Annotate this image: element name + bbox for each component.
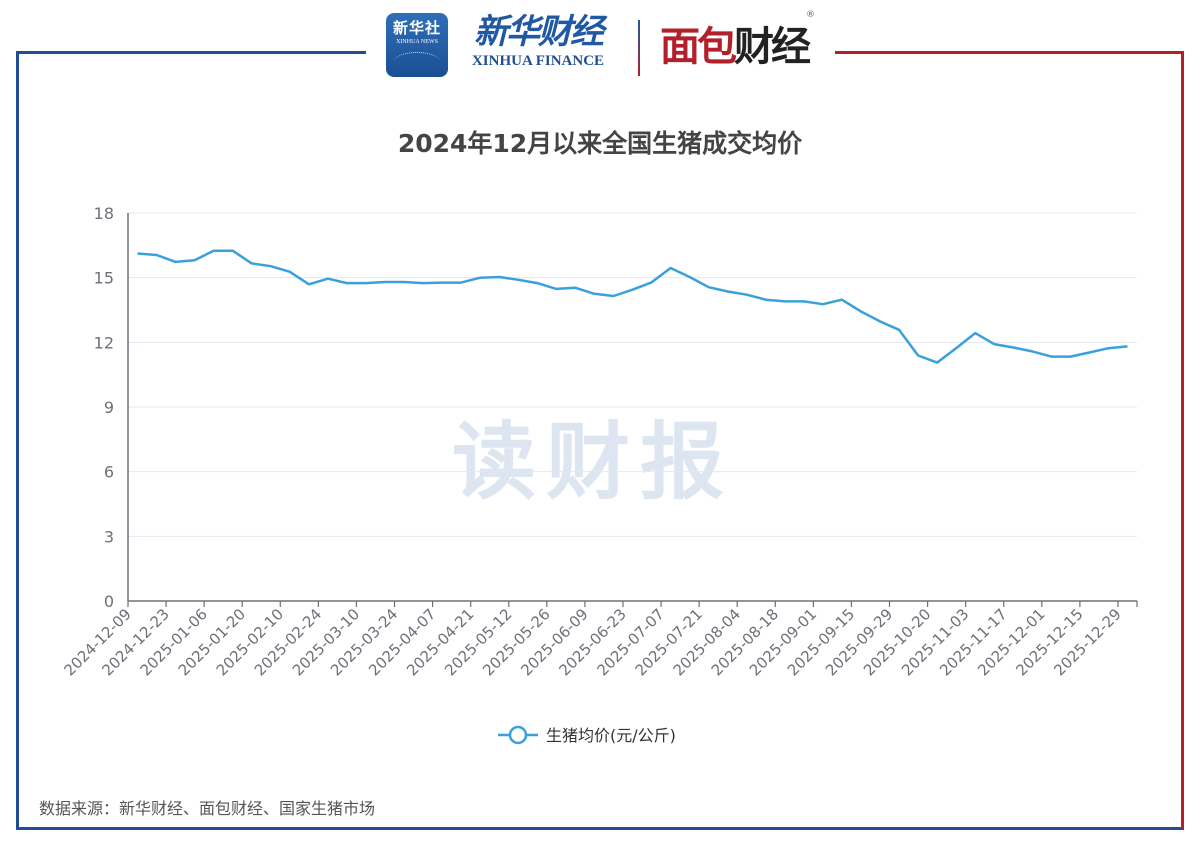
y-tick-label: 0 [104, 592, 114, 611]
frame-border-top-right [835, 51, 1184, 54]
y-tick-label: 9 [104, 398, 114, 417]
xinhua-news-logo-cn: 新华社 [392, 19, 441, 37]
mianbao-finance-logo: 面包财经 [660, 24, 811, 70]
legend-circle-icon [508, 725, 528, 745]
xinhua-news-logo: 新华社 XINHUA NEWS [386, 13, 448, 77]
xinhua-finance-logo-cn: 新华财经 [474, 12, 604, 52]
network-icon [394, 52, 440, 71]
frame-border-right [1181, 51, 1184, 830]
xinhua-news-logo-en: XINHUA NEWS [396, 39, 438, 45]
logo-divider [638, 20, 640, 76]
chart-title: 2024年12月以来全国生猪成交均价 [397, 129, 803, 158]
y-tick-label: 18 [94, 204, 114, 223]
y-tick-label: 3 [104, 527, 114, 546]
watermark: 读财报 [452, 413, 735, 511]
legend-label: 生猪均价(元/公斤) [546, 726, 676, 745]
xinhua-finance-logo-en: XINHUA FINANCE [471, 53, 605, 69]
y-tick-label: 12 [94, 333, 114, 352]
frame-border-bottom [16, 827, 1184, 830]
frame-border-top-left [16, 51, 366, 54]
data-source: 数据来源：新华财经、面包财经、国家生猪市场 [39, 799, 376, 818]
y-tick-label: 6 [104, 463, 114, 482]
frame-border-left [16, 51, 19, 830]
series-line [137, 249, 1128, 364]
xinhua-finance-logo: 新华财经 XINHUA FINANCE [462, 12, 614, 70]
registered-mark: ® [806, 10, 815, 20]
mianbao-logo-part2: 财经 [734, 24, 811, 70]
mianbao-logo-part1: 面包 [660, 24, 737, 70]
y-tick-label: 15 [94, 269, 114, 288]
